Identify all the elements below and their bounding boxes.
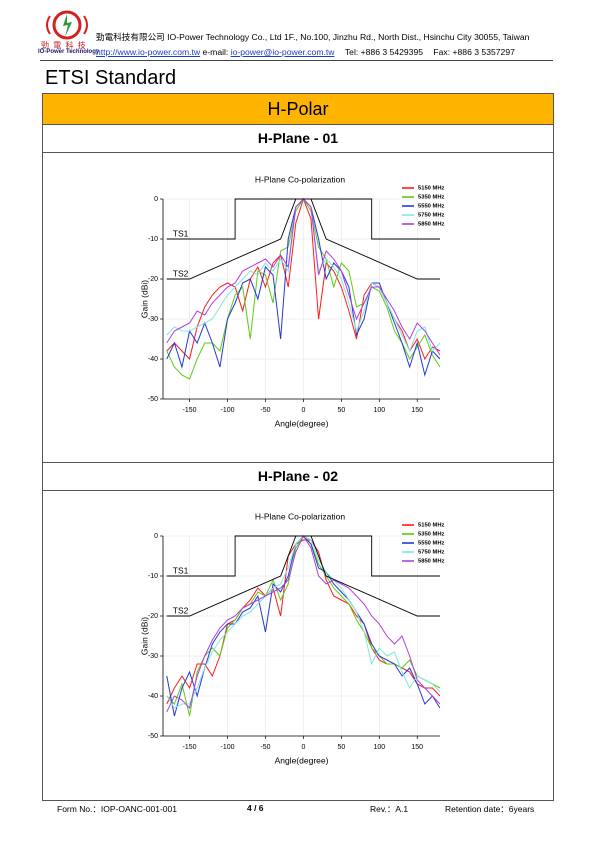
company-line: 勁電科技有限公司 IO-Power Technology Co., Ltd 1F… xyxy=(96,31,529,43)
url-link[interactable]: http://www.io-power.com.tw xyxy=(96,47,201,57)
x-axis-label: Angle(degree) xyxy=(275,755,329,765)
email-label: e-mail: xyxy=(202,47,229,57)
panel-title: H-Plane - 02 xyxy=(257,468,339,484)
legend-label: 5750 MHz xyxy=(418,213,445,219)
x-tick-label: -50 xyxy=(260,407,270,414)
legend-label: 5350 MHz xyxy=(418,195,445,201)
mask-line xyxy=(166,198,440,280)
y-tick-label: -40 xyxy=(148,356,158,363)
footer-retention: Retention date：6years xyxy=(445,804,535,814)
x-tick-label: -100 xyxy=(220,744,234,751)
panel-header: H-Plane - 01 xyxy=(43,125,553,153)
y-tick-label: -10 xyxy=(148,236,158,243)
panel-title: H-Plane - 01 xyxy=(257,130,339,146)
y-tick-label: 0 xyxy=(154,533,158,540)
legend-label: 5350 MHz xyxy=(418,532,445,538)
legend-label: 5850 MHz xyxy=(418,559,445,565)
company-en: IO-Power Technology Co., Ltd 1F., No.100… xyxy=(167,32,530,42)
x-tick-label: 100 xyxy=(373,744,385,751)
chart: H-Plane Co-polarization-50-40-30-20-100-… xyxy=(139,511,444,765)
page-title: ETSI Standard xyxy=(45,67,177,89)
content-frame xyxy=(42,93,554,801)
x-tick-label: -150 xyxy=(183,407,197,414)
section-title: H-Polar xyxy=(267,99,329,119)
y-tick-label: 0 xyxy=(154,196,158,203)
mask-label: TS2 xyxy=(173,605,189,615)
y-tick-label: -30 xyxy=(148,316,158,323)
x-tick-label: -150 xyxy=(183,744,197,751)
y-axis-label: Gain (dBi) xyxy=(139,617,149,655)
mask-label: TS1 xyxy=(173,565,189,575)
x-tick-label: 0 xyxy=(301,744,305,751)
y-tick-label: -50 xyxy=(148,733,158,740)
legend-label: 5150 MHz xyxy=(418,523,445,529)
tel: Tel: +886 3 5429395 xyxy=(344,47,424,57)
mask-label: TS2 xyxy=(173,268,189,278)
y-axis-label: Gain (dBi) xyxy=(139,280,149,318)
contact-line: http://www.io-power.com.tw e-mail: io-po… xyxy=(96,47,515,57)
section-band: H-Polar xyxy=(43,94,553,125)
x-tick-label: -100 xyxy=(220,407,234,414)
x-tick-label: 150 xyxy=(411,407,423,414)
legend-label: 5750 MHz xyxy=(418,550,445,556)
x-tick-label: 150 xyxy=(411,744,423,751)
legend-label: 5150 MHz xyxy=(418,186,445,192)
company-cn: 勁電科技有限公司 xyxy=(96,32,165,42)
header-rule xyxy=(40,60,553,61)
legend-label: 5850 MHz xyxy=(418,222,445,228)
y-tick-label: -50 xyxy=(148,396,158,403)
footer-rev: Rev.：A.1 xyxy=(370,804,409,814)
logo-en: IO-Power Technology xyxy=(38,49,100,55)
panel-header: H-Plane - 02 xyxy=(43,462,553,491)
x-tick-label: 50 xyxy=(337,744,345,751)
mask-label: TS1 xyxy=(173,228,189,238)
chart-title: H-Plane Co-polarization xyxy=(255,174,346,184)
y-tick-label: -20 xyxy=(148,276,158,283)
y-tick-label: -40 xyxy=(148,693,158,700)
x-tick-label: 100 xyxy=(373,407,385,414)
y-tick-label: -30 xyxy=(148,653,158,660)
legend-label: 5550 MHz xyxy=(418,204,445,210)
chart-title: H-Plane Co-polarization xyxy=(255,511,346,521)
y-tick-label: -20 xyxy=(148,613,158,620)
x-tick-label: 50 xyxy=(337,407,345,414)
legend-label: 5550 MHz xyxy=(418,541,445,547)
fax: Fax: +886 3 5357297 xyxy=(433,47,515,57)
x-tick-label: -50 xyxy=(260,744,270,751)
chart: H-Plane Co-polarization-50-40-30-20-100-… xyxy=(139,174,444,428)
logo-cn: 勁 電 科 技 xyxy=(41,41,87,50)
mask-line xyxy=(166,535,440,617)
email-link[interactable]: io-power@io-power.com.tw xyxy=(230,47,335,57)
y-tick-label: -10 xyxy=(148,573,158,580)
x-axis-label: Angle(degree) xyxy=(275,418,329,428)
x-tick-label: 0 xyxy=(301,407,305,414)
footer-form: Form No.：IOP-OANC-001-001 xyxy=(57,804,177,814)
footer-page: 4 / 6 xyxy=(247,803,264,813)
logo xyxy=(46,10,88,40)
